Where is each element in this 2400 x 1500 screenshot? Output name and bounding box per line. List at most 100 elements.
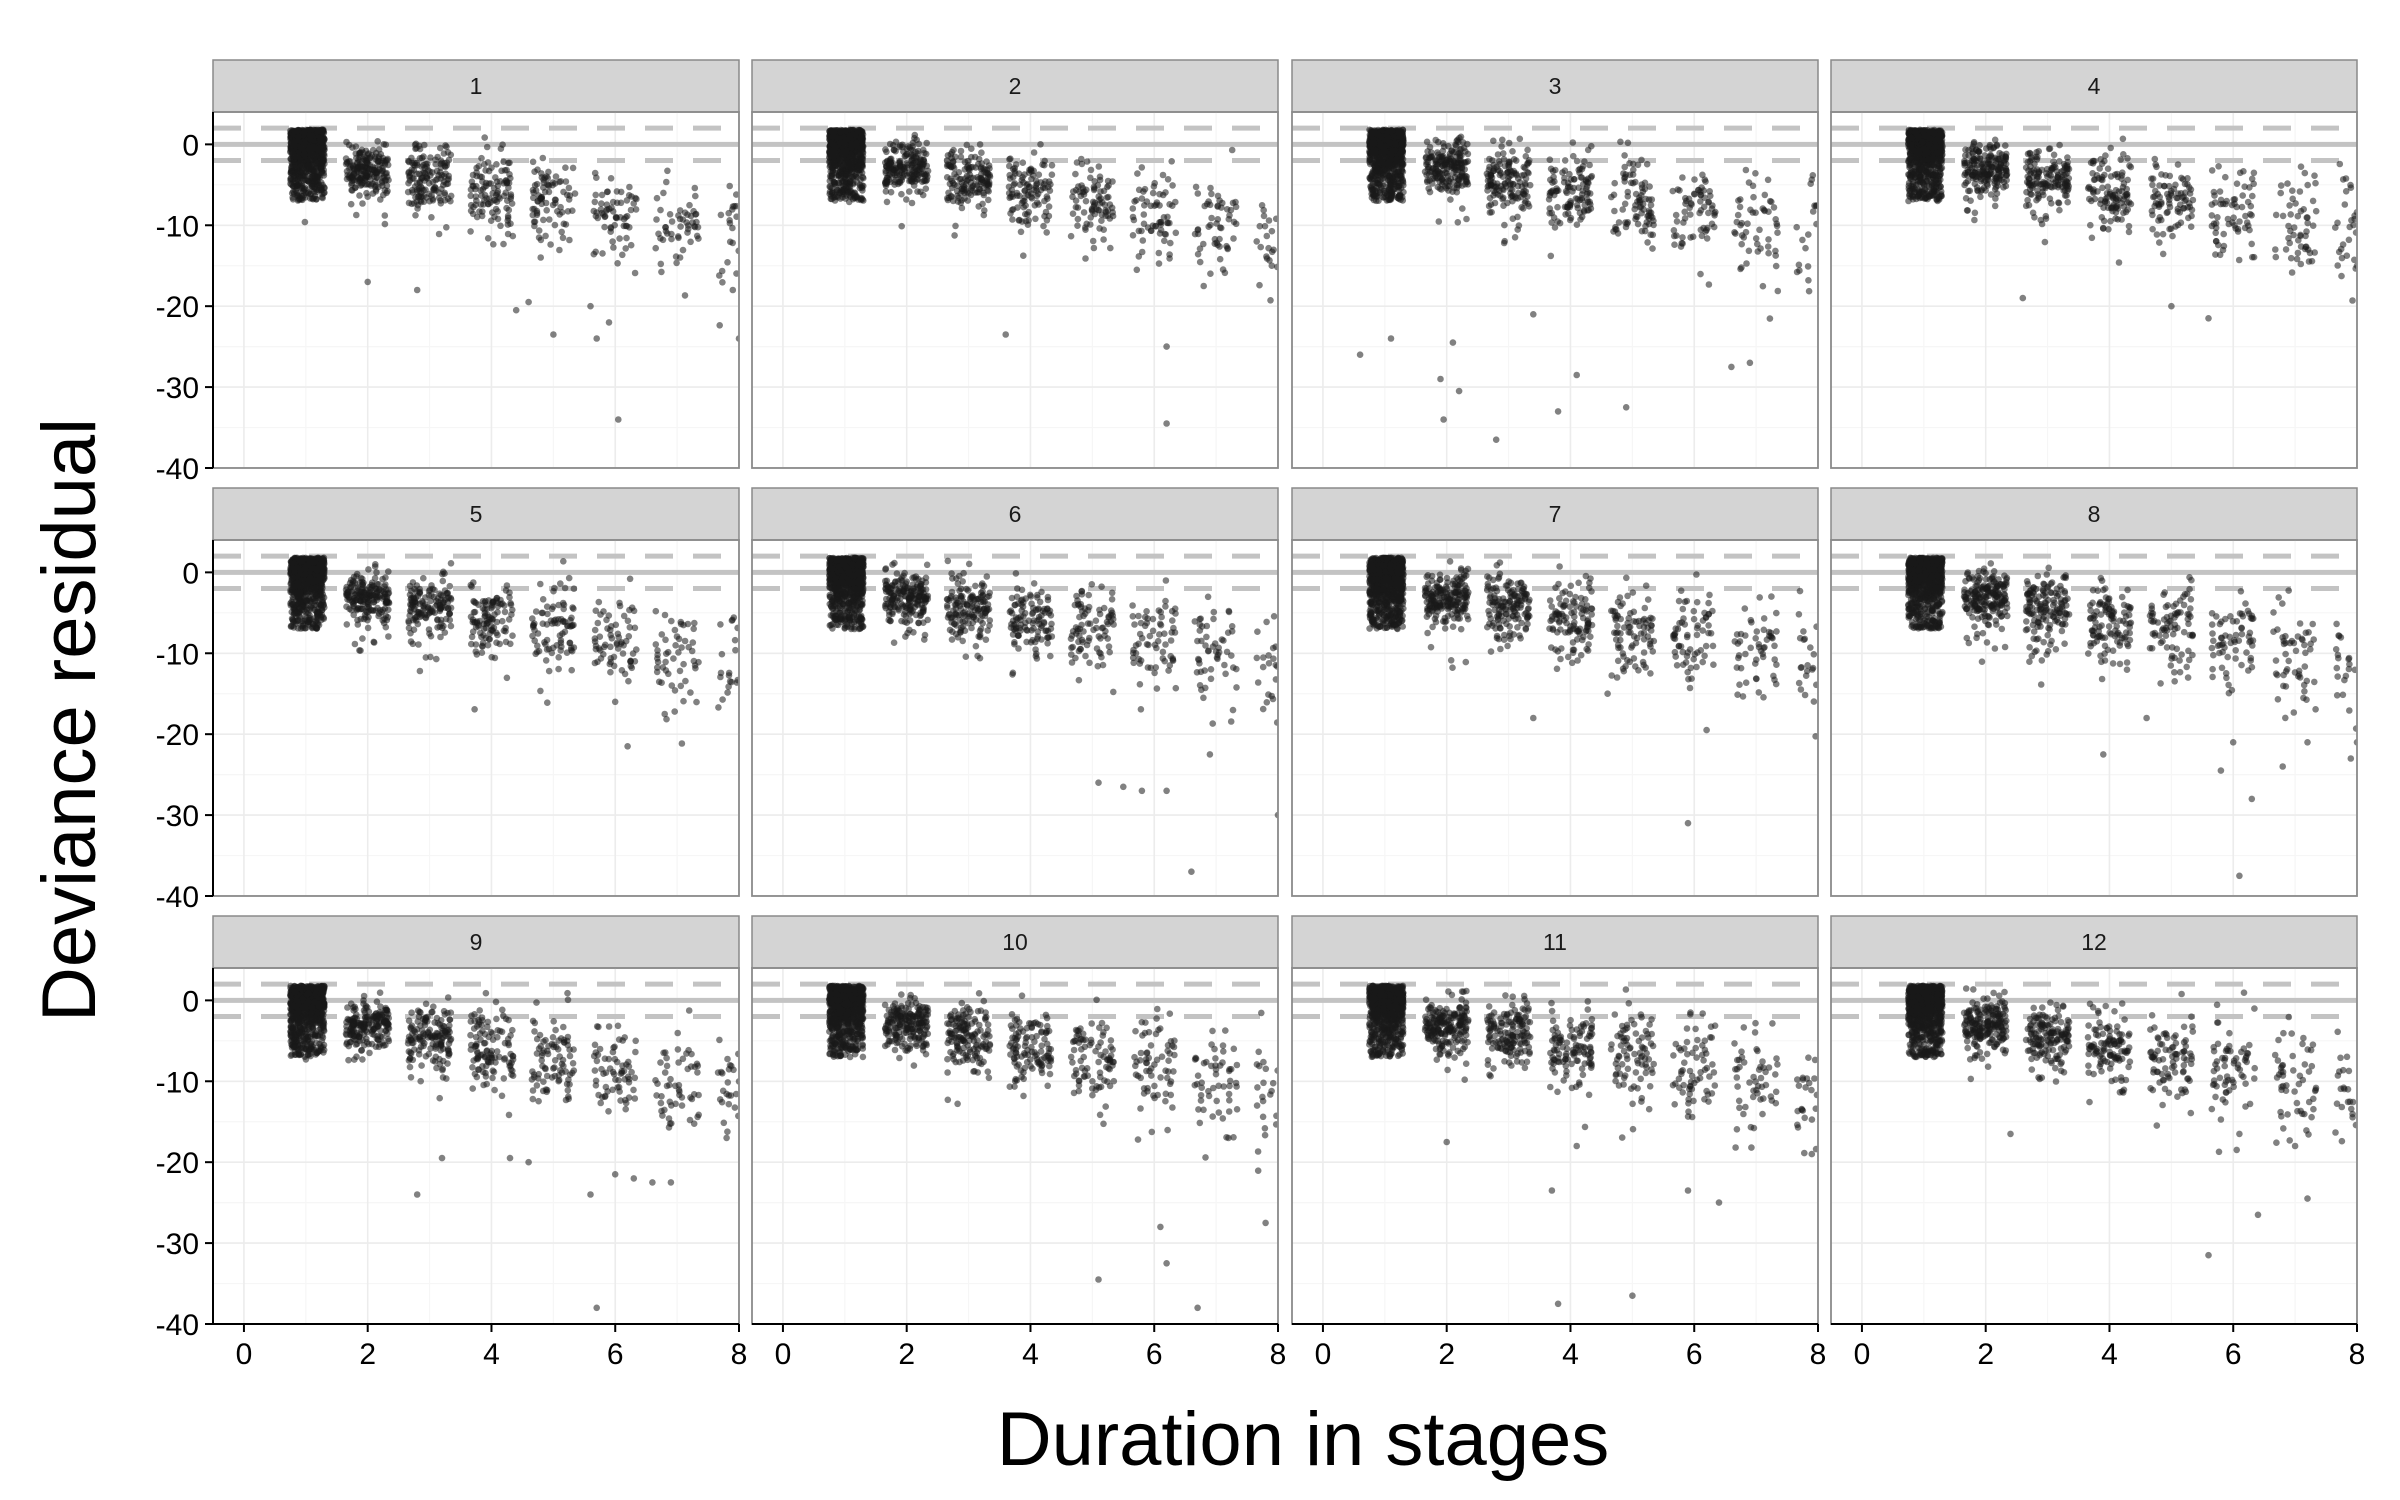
data-point [1584,196,1591,203]
data-point [901,153,909,160]
data-point [565,184,573,192]
data-point [1017,228,1025,236]
data-point [1772,247,1779,255]
data-point [1679,174,1686,181]
data-point [1007,155,1014,162]
data-point [309,144,317,151]
data-point [469,171,477,179]
data-point [557,203,564,211]
data-point [1514,226,1521,233]
data-point [677,223,684,230]
data-point [1547,252,1555,260]
data-point [839,127,846,134]
data-point [954,198,962,205]
data-point [726,238,734,246]
data-point [1043,193,1051,200]
data-point [529,158,537,166]
data-point [849,195,857,203]
data-point [1707,192,1714,200]
data-point [1442,185,1450,192]
data-point [1221,269,1229,277]
data-point [592,248,599,256]
data-point [359,155,367,163]
data-point [354,174,362,182]
data-point [409,175,416,182]
data-point [497,222,504,230]
data-point [1808,176,1816,183]
data-point [1702,178,1709,185]
data-point [1129,213,1137,221]
data-point [848,152,855,159]
data-point [420,161,427,169]
data-point [1631,205,1638,213]
data-point [525,298,532,306]
data-point [977,164,985,171]
data-point [899,141,906,149]
data-point [1774,229,1781,236]
data-point [566,236,573,244]
data-point [1104,212,1112,219]
data-point [487,199,494,206]
data-point [668,235,675,243]
data-point [967,191,975,199]
data-point [1194,190,1202,197]
data-point [1805,287,1813,295]
data-point [1619,206,1626,213]
data-point [562,221,570,228]
data-point [1681,208,1688,216]
data-point [1043,229,1050,236]
data-point [416,145,424,153]
data-point [1556,219,1564,227]
data-point [1632,178,1639,186]
data-point [500,158,507,165]
data-point [1090,203,1098,210]
data-point [475,162,483,170]
data-point [854,196,862,203]
data-point [923,139,930,147]
data-point [347,163,354,171]
data-point [1082,197,1090,205]
data-point [496,195,503,202]
data-point [1166,255,1173,262]
data-point [544,181,551,188]
data-point [1518,204,1525,211]
data-point [1809,208,1817,215]
data-point [381,220,389,228]
data-point [1134,170,1141,177]
data-point [535,227,543,234]
data-point [413,286,421,294]
data-point [1586,190,1594,197]
data-point [1435,218,1443,225]
data-point [1011,180,1018,187]
data-point [593,174,600,181]
data-point [607,175,615,182]
data-point [983,158,990,165]
data-point [1200,282,1207,290]
data-point [1140,188,1147,195]
data-point [1069,210,1077,217]
data-point [1546,156,1554,163]
data-point [1563,189,1571,197]
data-point [368,166,376,174]
data-point [540,176,547,183]
data-point [889,165,896,173]
data-point [1442,169,1449,176]
data-point [1090,244,1098,252]
data-point [837,139,844,146]
data-point [726,217,733,224]
data-point [607,228,614,235]
data-point [1498,143,1505,150]
data-point [307,135,314,143]
data-point [1621,200,1629,208]
data-point [725,209,732,217]
data-point [1553,187,1561,195]
data-point [1793,223,1800,231]
data-point [673,259,680,267]
data-point [1045,203,1053,210]
data-point [850,190,858,197]
data-point [1496,160,1504,168]
data-point [1087,221,1094,228]
data-point [1575,184,1582,191]
data-point [1497,170,1505,177]
data-point [490,241,497,248]
